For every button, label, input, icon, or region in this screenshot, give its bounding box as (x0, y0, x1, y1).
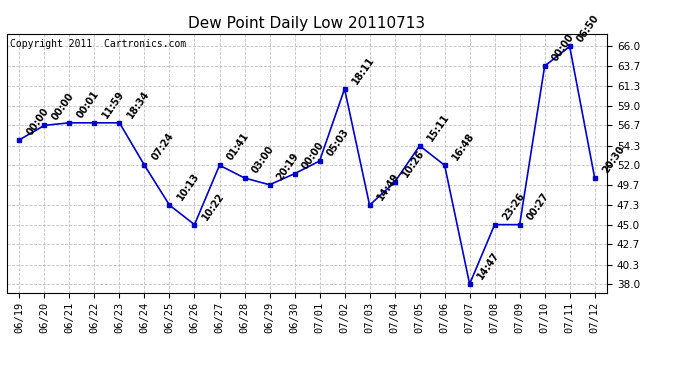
Text: 03:00: 03:00 (250, 144, 276, 175)
Text: 15:11: 15:11 (425, 112, 451, 143)
Text: 01:41: 01:41 (225, 131, 251, 162)
Text: 18:34: 18:34 (125, 89, 151, 120)
Text: 00:00: 00:00 (550, 32, 576, 63)
Text: 20:30: 20:30 (600, 144, 627, 175)
Text: 10:13: 10:13 (175, 171, 201, 202)
Text: 14:47: 14:47 (475, 250, 501, 281)
Text: 11:59: 11:59 (100, 89, 126, 120)
Title: Dew Point Daily Low 20110713: Dew Point Daily Low 20110713 (188, 16, 426, 31)
Text: 05:03: 05:03 (325, 127, 351, 158)
Text: 16:48: 16:48 (450, 131, 476, 162)
Text: 10:22: 10:22 (200, 191, 226, 222)
Text: 10:26: 10:26 (400, 148, 426, 179)
Text: 20:19: 20:19 (275, 151, 301, 182)
Text: 14:49: 14:49 (375, 171, 401, 202)
Text: 06:50: 06:50 (575, 13, 601, 44)
Text: 00:00: 00:00 (50, 92, 76, 123)
Text: 00:27: 00:27 (525, 191, 551, 222)
Text: Copyright 2011  Cartronics.com: Copyright 2011 Cartronics.com (10, 39, 186, 49)
Text: 00:00: 00:00 (25, 106, 51, 137)
Text: 07:24: 07:24 (150, 131, 176, 162)
Text: 18:11: 18:11 (350, 55, 376, 86)
Text: 00:00: 00:00 (300, 140, 326, 171)
Text: 23:26: 23:26 (500, 191, 526, 222)
Text: 00:01: 00:01 (75, 89, 101, 120)
